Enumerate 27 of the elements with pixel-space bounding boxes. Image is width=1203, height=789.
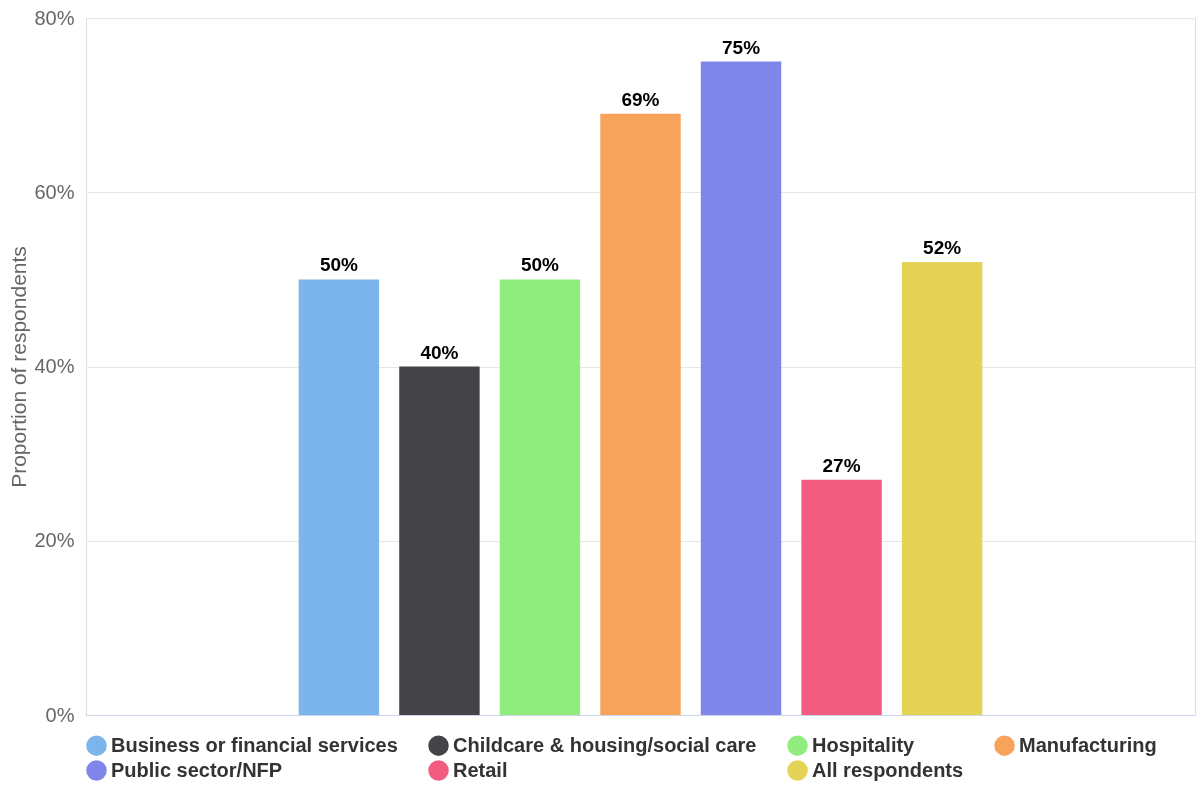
data-label: 27% bbox=[822, 454, 861, 476]
legend-label: Public sector/NFP bbox=[111, 758, 283, 781]
legend-label: Business or financial services bbox=[111, 733, 398, 756]
bar bbox=[801, 479, 882, 715]
data-label: 52% bbox=[923, 236, 962, 258]
data-label: 40% bbox=[420, 341, 459, 363]
bar bbox=[901, 261, 983, 715]
legend-label: Childcare & housing/social care bbox=[453, 733, 757, 756]
bar bbox=[298, 279, 380, 715]
data-label: 50% bbox=[520, 254, 560, 276]
y-tick-label: 80% bbox=[34, 6, 75, 29]
bar bbox=[399, 366, 480, 715]
data-label: 50% bbox=[319, 254, 359, 276]
y-tick-label: 60% bbox=[34, 180, 75, 203]
bar bbox=[700, 61, 782, 715]
y-tick-label: 0% bbox=[45, 703, 75, 726]
legend-label: All respondents bbox=[812, 758, 964, 781]
bar bbox=[499, 279, 581, 715]
y-axis-title: Proportion of respondents bbox=[7, 246, 31, 488]
legend-label: Retail bbox=[453, 758, 508, 781]
data-label: 69% bbox=[621, 88, 660, 110]
y-tick-label: 40% bbox=[34, 355, 75, 377]
legend-label: Hospitality bbox=[812, 733, 916, 756]
y-tick-label: 20% bbox=[34, 529, 75, 552]
legend-label: Manufacturing bbox=[1019, 733, 1157, 756]
data-label: 75% bbox=[722, 36, 761, 58]
bar bbox=[600, 113, 681, 715]
